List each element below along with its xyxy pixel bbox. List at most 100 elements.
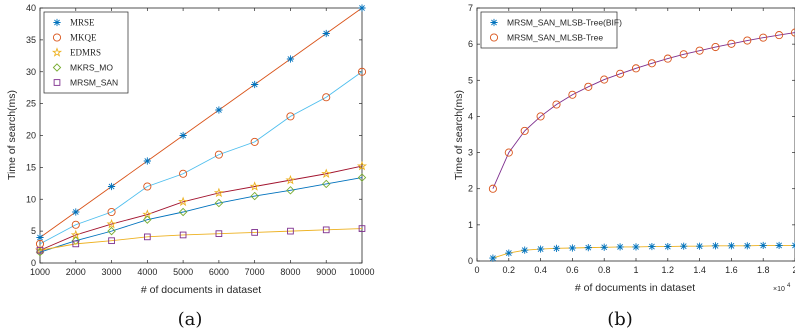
panel-a-data-point bbox=[178, 196, 189, 207]
panel-a-series-line bbox=[39, 71, 363, 245]
panel-b-x-tick-label: 0.4 bbox=[534, 265, 547, 275]
panel-a-data-point bbox=[285, 174, 296, 185]
panel-b-y-tick-label: 5 bbox=[468, 75, 473, 85]
panel-a-series-mrsm-san bbox=[36, 225, 366, 254]
panel-b-data-point bbox=[584, 82, 593, 91]
panel-b-x-tick-label: 0.2 bbox=[503, 265, 516, 275]
panel-b-data-point bbox=[632, 243, 640, 251]
panel-a-legend-marker bbox=[53, 18, 61, 27]
panel-a-data-point bbox=[35, 247, 45, 257]
panel-b-data-point bbox=[552, 100, 561, 109]
panel-a-data-point bbox=[250, 137, 259, 146]
panel-a-y-tick-label: 5 bbox=[31, 226, 36, 236]
panel-a-x-tick-label: 4000 bbox=[137, 267, 157, 277]
panel-a-x-tick-label: 10000 bbox=[349, 267, 374, 277]
panel-b-y-tick-label: 7 bbox=[468, 3, 473, 13]
panel-a-data-point bbox=[322, 93, 331, 102]
panel-a-data-point bbox=[357, 173, 367, 182]
panel-a-x-tick-label: 5000 bbox=[173, 267, 193, 277]
panel-a-series-line bbox=[39, 7, 363, 238]
panel-b-x-tick-label: 1.8 bbox=[757, 265, 770, 275]
panel-a-data-point bbox=[178, 207, 188, 217]
panel-b-x-scale-exponent: 4 bbox=[787, 283, 791, 289]
panel-a-data-point bbox=[144, 233, 151, 241]
panel-a-series-line bbox=[39, 228, 363, 251]
panel-b-data-point bbox=[521, 246, 529, 254]
panel-b-legend-marker bbox=[490, 18, 498, 27]
panel-a-data-point bbox=[179, 131, 187, 140]
panel-a-x-tick-label: 6000 bbox=[209, 267, 229, 277]
panel-a-x-tick-label: 7000 bbox=[245, 267, 265, 277]
panel-a-data-point bbox=[286, 112, 295, 121]
panel-a-series-mkrs-mo bbox=[35, 173, 367, 257]
panel-a-data-point bbox=[286, 55, 295, 63]
panel-b-data-point bbox=[536, 112, 545, 121]
panel-b-x-axis-label: # of documents in dataset bbox=[575, 282, 695, 294]
panel-a-data-point bbox=[72, 208, 80, 216]
panel-b-data-point bbox=[743, 242, 751, 250]
panel-a-y-tick-label: 40 bbox=[26, 3, 36, 13]
panel-a-data-point bbox=[322, 29, 330, 38]
panel-a-legend-label: MKQE bbox=[70, 33, 97, 43]
panel-b-y-tick-label: 3 bbox=[468, 148, 473, 158]
panel-b-data-point bbox=[552, 244, 561, 252]
panel-a-legend-marker bbox=[52, 33, 62, 42]
panel-a-data-point bbox=[71, 220, 80, 229]
panel-b-data-point bbox=[505, 249, 513, 257]
panel-b-data-point bbox=[759, 241, 767, 250]
panel-b-legend-marker bbox=[489, 33, 499, 42]
panel-b-data-point bbox=[695, 46, 704, 55]
panel-b-data-point bbox=[616, 243, 624, 251]
panel-a-legend: MRSE MKQE EDMRS MKRS_MO MRSM_SAN bbox=[43, 11, 129, 94]
panel-b-data-point bbox=[520, 126, 529, 135]
panel-a-data-point bbox=[213, 187, 224, 198]
panel-a-x-tick-label: 9000 bbox=[316, 267, 336, 277]
panel-a-data-point bbox=[179, 231, 187, 239]
panel-a-y-tick-label: 30 bbox=[26, 67, 36, 77]
panel-a-legend-label: EDMRS bbox=[70, 48, 101, 58]
panel-a-series-mrse bbox=[36, 4, 366, 242]
panel-b-data-point bbox=[727, 39, 736, 48]
panel-b-data-point bbox=[584, 244, 592, 252]
panel-a-data-point bbox=[36, 233, 44, 242]
panel-b-data-point bbox=[537, 245, 545, 253]
panel-a-data-point bbox=[179, 169, 188, 178]
panel-b-x-tick-label: 1.4 bbox=[693, 265, 706, 275]
panel-a-data-point bbox=[107, 226, 116, 236]
panel-b-data-point bbox=[663, 54, 672, 63]
panel-a-caption: (a) bbox=[178, 309, 203, 330]
panel-a-legend-label: MRSE bbox=[70, 18, 95, 28]
panel-b-y-tick-label: 1 bbox=[468, 220, 473, 230]
panel-a-series-line bbox=[39, 177, 363, 253]
panel-a-data-point bbox=[251, 80, 259, 89]
panel-a-data-point bbox=[215, 230, 223, 238]
panel-b-series-line bbox=[492, 32, 795, 189]
panel-a-x-tick-label: 2000 bbox=[66, 267, 86, 277]
panel-b-data-point bbox=[600, 243, 608, 251]
panel-a-data-point bbox=[251, 229, 258, 236]
panel-b-plot-area bbox=[476, 7, 795, 262]
panel-b-x-tick-label: 1.6 bbox=[725, 265, 738, 275]
panel-a-y-tick-label: 15 bbox=[26, 162, 36, 172]
panel-a-data-point bbox=[321, 179, 331, 189]
panel-a-data-point bbox=[72, 240, 80, 248]
panel-b-y-tick-label: 4 bbox=[468, 111, 473, 121]
panel-b-data-point bbox=[680, 242, 688, 250]
panel-b-data-point bbox=[664, 242, 672, 251]
panel-b-data-point bbox=[711, 242, 720, 250]
panel-a-series-mkqe bbox=[35, 67, 367, 248]
panel-b-data-point bbox=[488, 184, 497, 193]
panel-a-y-tick-label: 35 bbox=[26, 35, 36, 45]
panel-a-data-point bbox=[36, 246, 44, 254]
panel-b-data-point bbox=[711, 42, 720, 52]
panel-b-data-point bbox=[759, 33, 768, 42]
panel-a-legend-marker bbox=[51, 47, 63, 57]
panel-b-y-tick-label: 6 bbox=[468, 39, 473, 49]
panel-a-data-point bbox=[107, 207, 116, 217]
panel-a-data-point bbox=[357, 67, 367, 76]
panel-a-data-point bbox=[287, 227, 294, 235]
panel-a-data-point bbox=[322, 226, 330, 234]
panel-a-y-tick-label: 20 bbox=[26, 131, 36, 141]
panel-b-x-tick-label: 1 bbox=[633, 265, 638, 275]
